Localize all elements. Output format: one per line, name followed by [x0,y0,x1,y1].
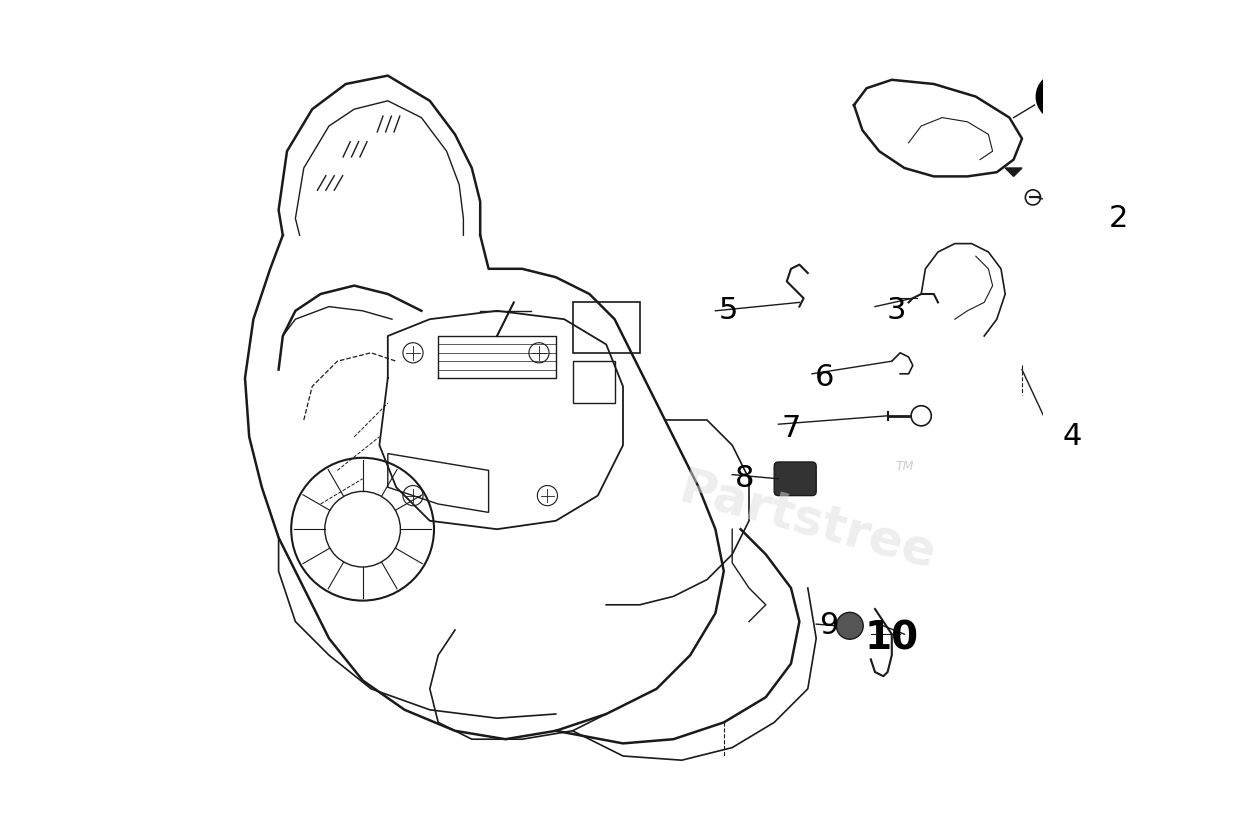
Text: 5: 5 [718,297,738,325]
Circle shape [1037,73,1083,120]
Text: 6: 6 [815,364,835,392]
Text: 10: 10 [865,619,918,658]
Text: 3: 3 [886,297,906,325]
FancyBboxPatch shape [774,462,816,496]
Text: 9: 9 [819,612,839,640]
Text: 8: 8 [735,465,755,493]
Text: Partstree: Partstree [674,464,942,578]
Text: 1: 1 [1049,82,1070,111]
Text: TM: TM [895,459,913,473]
Text: 4: 4 [1063,423,1082,451]
Text: 7: 7 [781,414,801,443]
Circle shape [836,612,863,639]
Text: 2: 2 [1109,204,1129,233]
Polygon shape [1006,168,1022,176]
